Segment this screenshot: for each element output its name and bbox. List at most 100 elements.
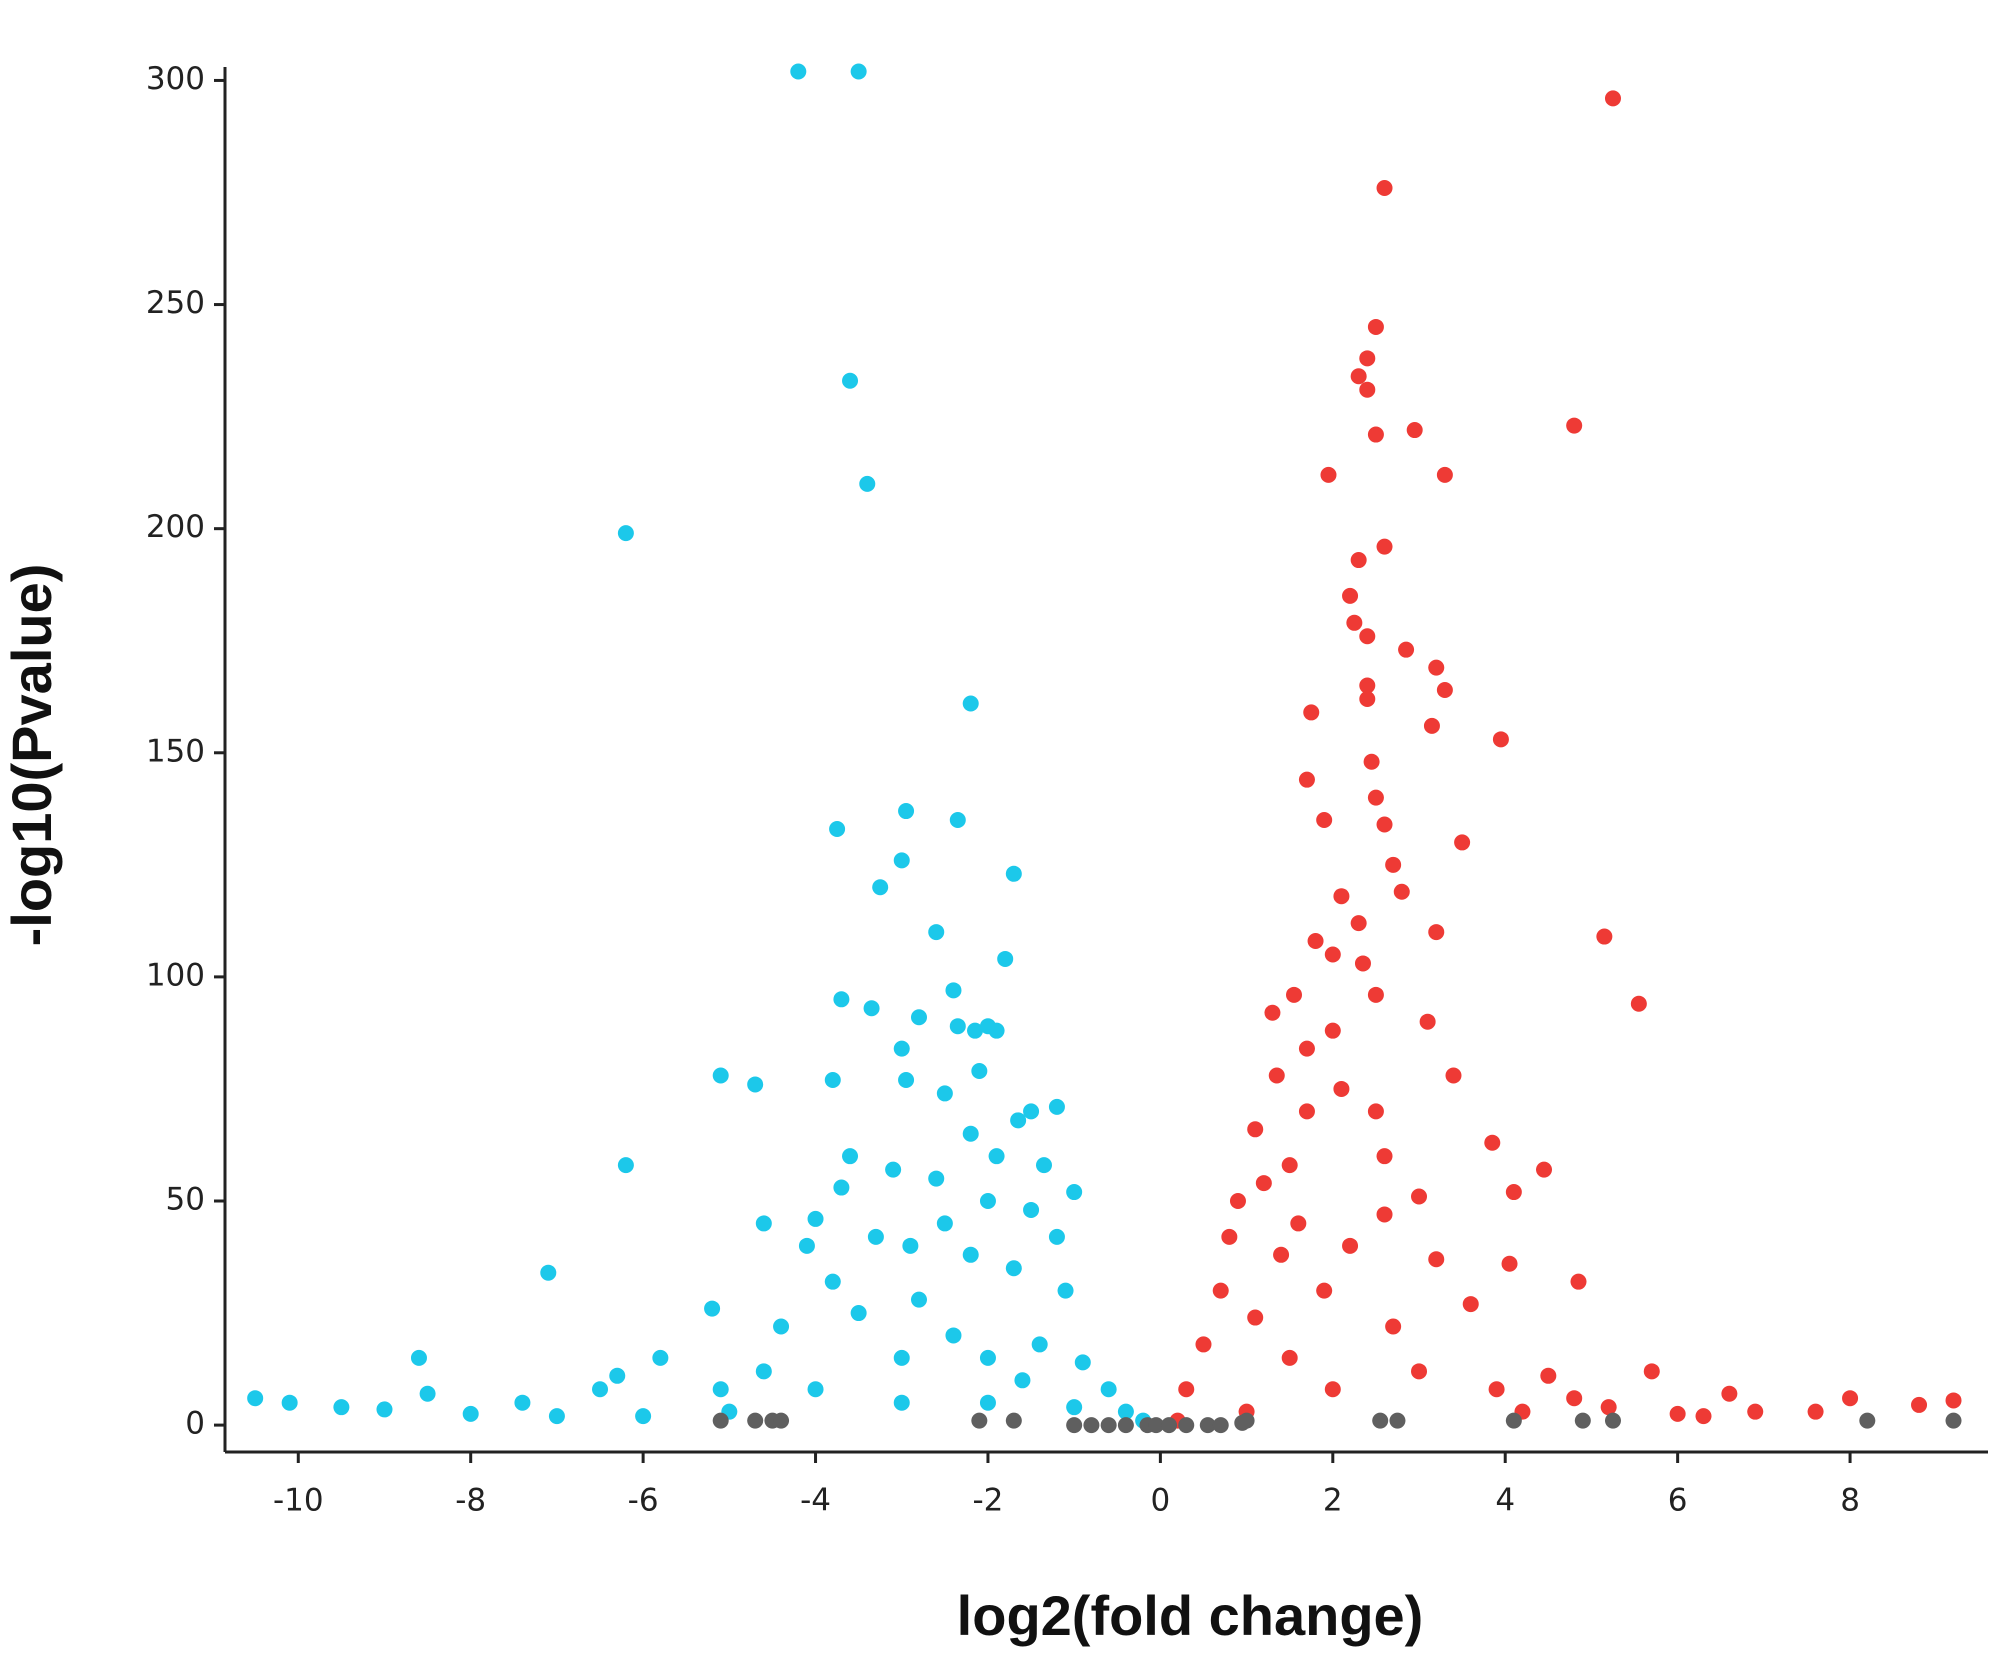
point: [962, 1125, 979, 1142]
point: [1398, 641, 1415, 658]
point: [893, 1394, 910, 1411]
point: [1367, 1103, 1384, 1120]
point: [1406, 422, 1423, 439]
point: [1359, 677, 1376, 694]
point: [859, 475, 876, 492]
point: [790, 63, 807, 80]
point: [979, 1192, 996, 1209]
point: [1570, 1273, 1587, 1290]
point: [1367, 986, 1384, 1003]
point: [1411, 1188, 1428, 1205]
point: [1359, 690, 1376, 707]
point: [1359, 628, 1376, 645]
point: [1298, 1103, 1315, 1120]
point: [1066, 1184, 1083, 1201]
point: [540, 1264, 557, 1281]
point: [1303, 704, 1320, 721]
point: [829, 820, 846, 837]
point: [1316, 1282, 1333, 1299]
point: [617, 525, 634, 542]
point: [850, 1305, 867, 1322]
point: [1566, 1390, 1583, 1407]
point: [1945, 1412, 1962, 1429]
point: [1268, 1067, 1285, 1084]
point: [1367, 426, 1384, 443]
point: [833, 1179, 850, 1196]
point: [1247, 1309, 1264, 1326]
point: [1023, 1201, 1040, 1218]
point: [893, 1040, 910, 1057]
point: [376, 1401, 393, 1418]
point: [635, 1408, 652, 1425]
point: [1445, 1067, 1462, 1084]
point: [1389, 1412, 1406, 1429]
point: [755, 1363, 772, 1380]
point: [1100, 1417, 1117, 1434]
point: [1630, 995, 1647, 1012]
point: [1354, 955, 1371, 972]
point: [1428, 924, 1445, 941]
point: [945, 982, 962, 999]
y-axis-title: -log10(Pvalue): [0, 564, 63, 947]
point: [898, 1071, 915, 1088]
x-axis-title: log2(fold change): [957, 1584, 1424, 1647]
point: [1350, 915, 1367, 932]
point: [609, 1367, 626, 1384]
point: [1350, 552, 1367, 569]
point: [1333, 1080, 1350, 1097]
point: [833, 991, 850, 1008]
point: [755, 1215, 772, 1232]
point: [1945, 1392, 1962, 1409]
point: [1273, 1246, 1290, 1263]
point: [1212, 1282, 1229, 1299]
point: [1290, 1215, 1307, 1232]
point: [747, 1412, 764, 1429]
point: [1505, 1184, 1522, 1201]
point: [1161, 1417, 1178, 1434]
point: [1320, 466, 1337, 483]
point: [1492, 731, 1509, 748]
y-tick-label: 250: [146, 285, 205, 321]
point: [885, 1161, 902, 1178]
point: [1566, 417, 1583, 434]
point: [807, 1381, 824, 1398]
point: [1057, 1282, 1074, 1299]
point: [824, 1071, 841, 1088]
point: [1372, 1412, 1389, 1429]
point: [1014, 1372, 1031, 1389]
point: [902, 1237, 919, 1254]
point: [1178, 1417, 1195, 1434]
point: [1346, 614, 1363, 631]
point: [928, 1170, 945, 1187]
point: [962, 695, 979, 712]
point: [1342, 1237, 1359, 1254]
x-tick-label: -10: [273, 1483, 324, 1519]
point: [1035, 1157, 1052, 1174]
point: [1501, 1255, 1518, 1272]
point: [1350, 368, 1367, 385]
point: [1048, 1098, 1065, 1115]
point: [1005, 1260, 1022, 1277]
point: [971, 1412, 988, 1429]
point: [1148, 1417, 1165, 1434]
point: [1436, 682, 1453, 699]
point: [1117, 1417, 1134, 1434]
point: [1419, 1013, 1436, 1030]
point: [910, 1009, 927, 1026]
point: [1221, 1228, 1238, 1245]
point: [1359, 381, 1376, 398]
point: [1048, 1228, 1065, 1245]
point: [1238, 1412, 1255, 1429]
point: [1454, 834, 1471, 851]
point: [1010, 1112, 1027, 1129]
point: [1023, 1103, 1040, 1120]
point: [712, 1381, 729, 1398]
point: [1005, 865, 1022, 882]
point: [747, 1076, 764, 1093]
point: [1393, 883, 1410, 900]
point: [1212, 1417, 1229, 1434]
point: [712, 1067, 729, 1084]
point: [247, 1390, 264, 1407]
point: [1376, 1206, 1393, 1223]
